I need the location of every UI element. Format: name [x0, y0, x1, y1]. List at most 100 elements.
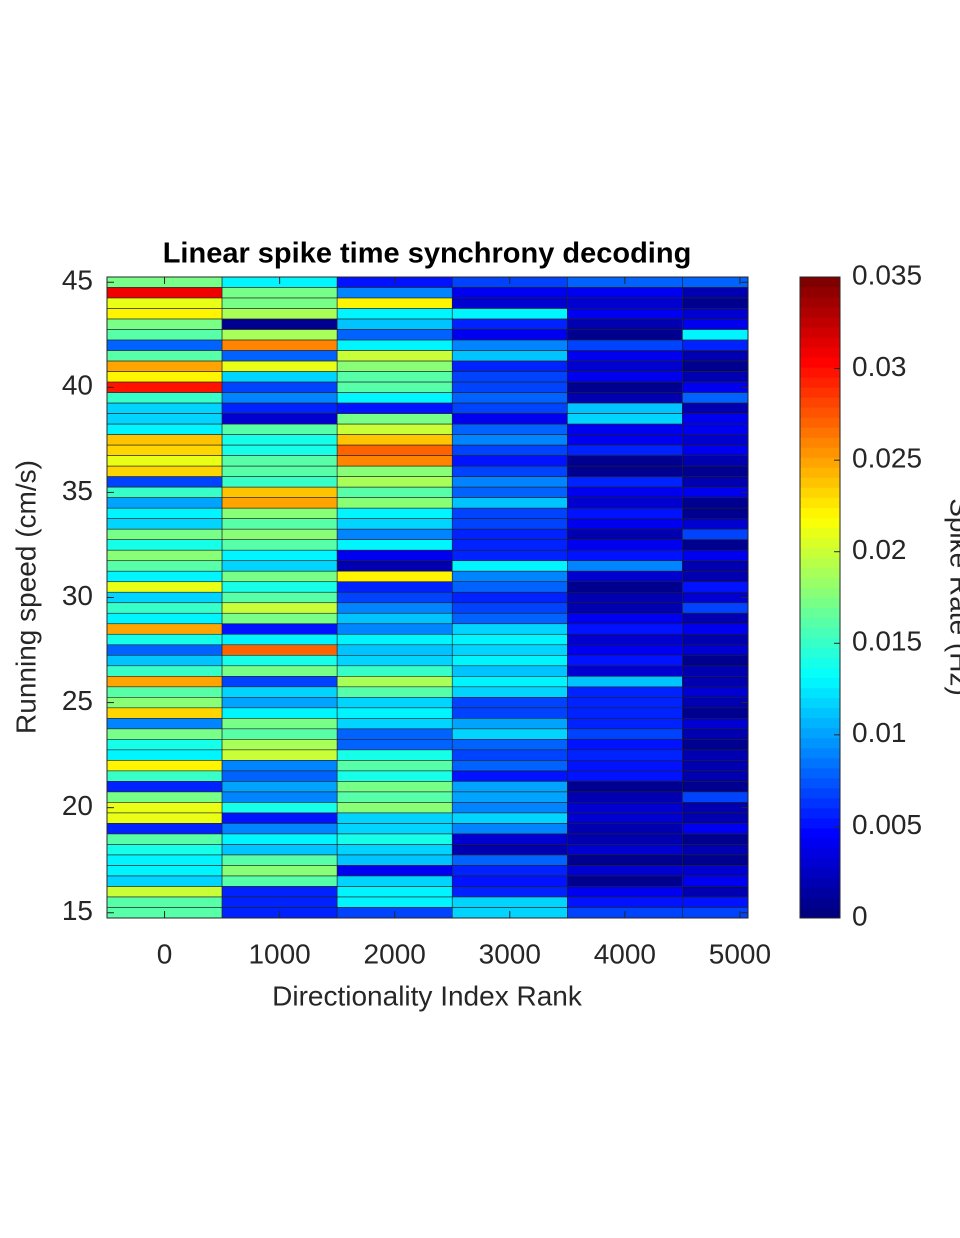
- heatmap-cell: [336, 865, 453, 877]
- heatmap-cell: [567, 570, 683, 583]
- heatmap-cell: [451, 896, 568, 908]
- colorbar-band: [800, 447, 840, 458]
- plot-frame: [106, 276, 749, 919]
- heatmap-cell: [221, 549, 338, 562]
- heatmap-cell: [221, 833, 338, 845]
- heatmap-cell: [451, 633, 568, 646]
- heatmap-cell: [567, 886, 683, 898]
- heatmap-cell: [107, 623, 223, 635]
- heatmap-cell: [221, 623, 338, 635]
- heatmap-cell: [682, 728, 748, 740]
- heatmap-cell: [221, 329, 338, 341]
- heatmap-cell: [107, 455, 223, 467]
- heatmap-cell: [221, 844, 338, 856]
- heatmap-cell: [336, 371, 453, 383]
- heatmap-cell: [567, 760, 683, 772]
- heatmap-cell: [336, 654, 453, 667]
- heatmap-cell: [682, 455, 748, 467]
- heatmap-cell: [107, 476, 223, 488]
- heatmap-cell: [107, 749, 223, 761]
- heatmap-cell: [336, 844, 453, 856]
- colorbar-band: [800, 817, 840, 829]
- heatmap-cell: [107, 423, 223, 435]
- heatmap-cell: [682, 581, 748, 593]
- heatmap-cell: [567, 339, 683, 351]
- heatmap-cell: [336, 760, 453, 772]
- heatmap-cell: [221, 308, 338, 320]
- colorbar-band: [800, 397, 840, 408]
- heatmap-cell: [567, 308, 683, 320]
- heatmap-cell: [567, 350, 683, 362]
- colorbar-label: Spike Rate (Hz): [945, 498, 960, 696]
- heatmap-cell: [336, 360, 453, 372]
- heatmap-cell: [336, 465, 453, 477]
- colorbar-tick-label: 0.035: [852, 259, 922, 290]
- heatmap-cell: [221, 875, 338, 887]
- heatmap-cell: [567, 823, 683, 835]
- colorbar-band: [800, 807, 840, 819]
- heatmap-cell: [336, 581, 453, 593]
- heatmap-cell: [451, 308, 568, 320]
- colorbar-band: [800, 677, 840, 689]
- heatmap-cell: [567, 833, 683, 845]
- heatmap-cell: [336, 686, 453, 698]
- colorbar-band: [800, 727, 840, 739]
- heatmap-cell: [107, 686, 223, 698]
- heatmap-cell: [221, 497, 338, 509]
- heatmap-cell: [107, 570, 223, 583]
- heatmap-cell: [221, 528, 338, 541]
- heatmap-cell: [567, 865, 683, 877]
- heatmap-cell: [567, 402, 683, 414]
- colorbar-band: [800, 697, 840, 709]
- heatmap-cell: [336, 676, 453, 688]
- heatmap-cell: [336, 739, 453, 751]
- heatmap-cell: [336, 413, 453, 425]
- colorbar-band: [800, 857, 840, 869]
- heatmap-cell: [451, 749, 568, 761]
- heatmap-cell: [682, 833, 748, 845]
- heatmap-cell: [221, 339, 338, 351]
- heatmap-cell: [451, 434, 568, 446]
- heatmap-cell: [682, 697, 748, 709]
- heatmap-cell: [682, 739, 748, 751]
- heatmap-cell: [682, 392, 748, 404]
- heatmap-cell: [336, 549, 453, 562]
- heatmap-cell: [567, 781, 683, 793]
- heatmap-cell: [336, 329, 453, 341]
- heatmap-cell: [336, 644, 453, 656]
- heatmap-cell: [221, 812, 338, 824]
- heatmap-cell: [451, 581, 568, 593]
- y-tick-label: 35: [62, 475, 93, 506]
- heatmap-cell: [107, 665, 223, 677]
- heatmap-cell: [336, 570, 453, 583]
- x-tick-label: 2000: [364, 938, 426, 969]
- heatmap-cell: [107, 528, 223, 541]
- heatmap-cell: [336, 381, 453, 393]
- heatmap-cell: [682, 476, 748, 488]
- colorbar-band: [800, 357, 840, 368]
- heatmap-cell: [451, 318, 568, 330]
- colorbar-band: [800, 347, 840, 358]
- heatmap-cell: [221, 591, 338, 604]
- heatmap-cell: [107, 392, 223, 404]
- heatmap-cell: [567, 623, 683, 635]
- heatmap-cell: [451, 707, 568, 719]
- heatmap-cell: [336, 728, 453, 740]
- heatmap-cell: [567, 812, 683, 824]
- colorbar-band: [800, 887, 840, 899]
- heatmap-cell: [221, 728, 338, 740]
- heatmap-cell: [336, 476, 453, 488]
- colorbar-tick-label: 0.03: [852, 351, 907, 382]
- colorbar-band: [800, 437, 840, 448]
- heatmap-cell: [451, 865, 568, 877]
- heatmap-cell: [221, 602, 338, 614]
- heatmap-cell: [221, 402, 338, 414]
- colorbar-band: [800, 427, 840, 438]
- colorbar-band: [800, 897, 840, 909]
- heatmap-cell: [682, 591, 748, 604]
- heatmap-cell: [221, 423, 338, 435]
- heatmap-cell: [451, 676, 568, 688]
- y-tick-label: 40: [62, 370, 93, 401]
- heatmap-cell: [567, 791, 683, 803]
